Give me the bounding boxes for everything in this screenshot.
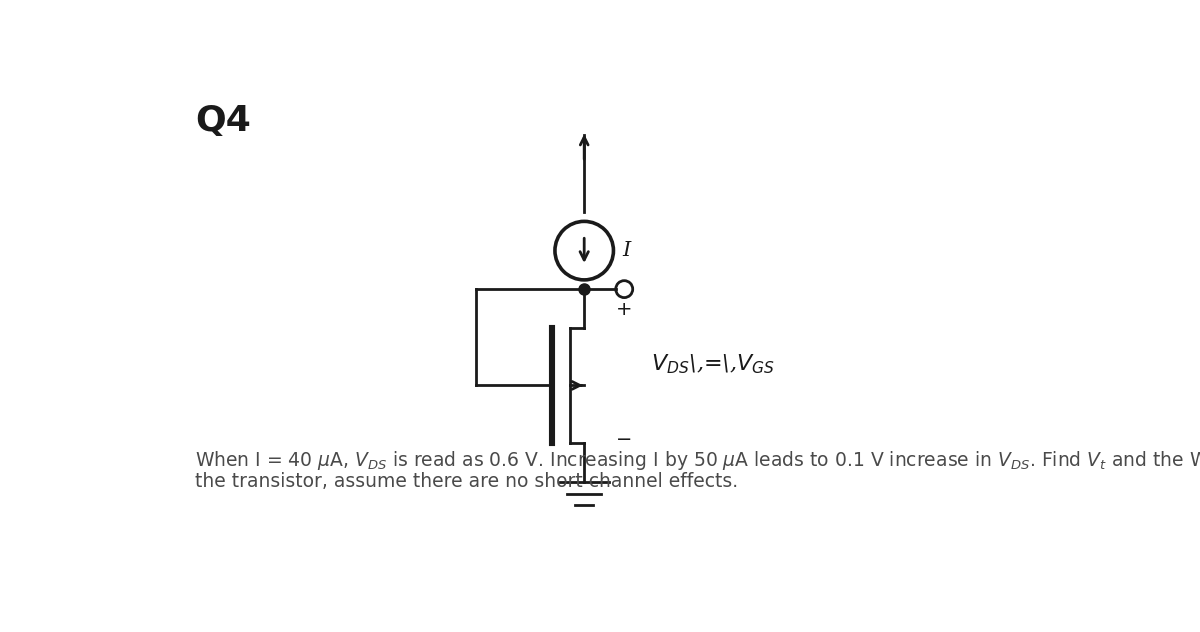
Text: $V_{DS}$\,=\,$V_{GS}$: $V_{DS}$\,=\,$V_{GS}$	[652, 353, 775, 376]
Text: When I = 40 $\mu$A, $V_{DS}$ is read as 0.6 V. Increasing I by 50 $\mu$A leads t: When I = 40 $\mu$A, $V_{DS}$ is read as …	[196, 449, 1200, 471]
Text: the transistor, assume there are no short channel effects.: the transistor, assume there are no shor…	[196, 471, 738, 490]
Text: I: I	[623, 241, 631, 260]
Text: −: −	[616, 430, 632, 449]
Text: +: +	[616, 300, 632, 319]
Text: Q4: Q4	[196, 104, 251, 138]
